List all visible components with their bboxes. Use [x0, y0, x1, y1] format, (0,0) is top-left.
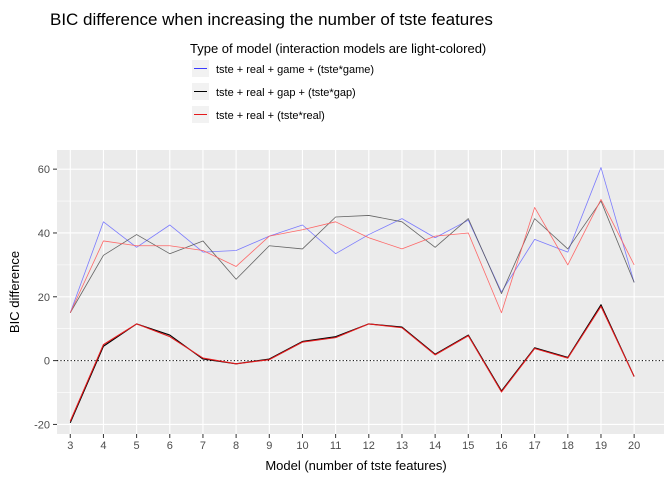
x-tick-label: 7: [200, 440, 206, 452]
plot-panel: [57, 150, 664, 434]
legend-title: Type of model (interaction models are li…: [190, 41, 486, 56]
x-tick-label: 10: [296, 440, 308, 452]
series-line-1: [69, 167, 635, 313]
y-tick-label: 60: [38, 164, 50, 176]
series-line-3: [69, 199, 635, 314]
x-tick-label: 20: [628, 440, 640, 452]
x-tick-label: 8: [233, 440, 239, 452]
y-tick-label: 0: [44, 356, 50, 368]
x-tick-label: 14: [429, 440, 441, 452]
x-tick-label: 16: [495, 440, 507, 452]
x-tick-label: 15: [462, 440, 474, 452]
x-tick-label: 13: [396, 440, 408, 452]
x-axis-label: Model (number of tste features): [265, 458, 446, 473]
x-tick-label: 19: [595, 440, 607, 452]
x-tick-label: 5: [134, 440, 140, 452]
y-axis-label: BIC difference: [7, 251, 22, 333]
y-tick-label: 20: [38, 292, 50, 304]
legend-label: tste + real + (tste*real): [216, 110, 325, 122]
legend: Type of model (interaction models are li…: [190, 41, 486, 123]
x-tick-label: 17: [529, 440, 541, 452]
y-tick-label: -20: [34, 419, 50, 431]
legend-label: tste + real + game + (tste*game): [216, 64, 374, 76]
x-tick-label: 9: [266, 440, 272, 452]
legend-label: tste + real + gap + (tste*gap): [216, 87, 356, 99]
x-tick-label: 11: [330, 440, 341, 452]
series-line-5: [69, 305, 635, 422]
x-tick-label: 6: [167, 440, 173, 452]
x-tick-label: 12: [363, 440, 375, 452]
chart-title: BIC difference when increasing the numbe…: [50, 10, 493, 29]
x-tick-label: 18: [562, 440, 574, 452]
y-tick-label: 40: [38, 228, 50, 240]
series-line-2: [69, 200, 635, 313]
x-tick-label: 4: [100, 440, 106, 452]
x-tick-label: 3: [67, 440, 73, 452]
